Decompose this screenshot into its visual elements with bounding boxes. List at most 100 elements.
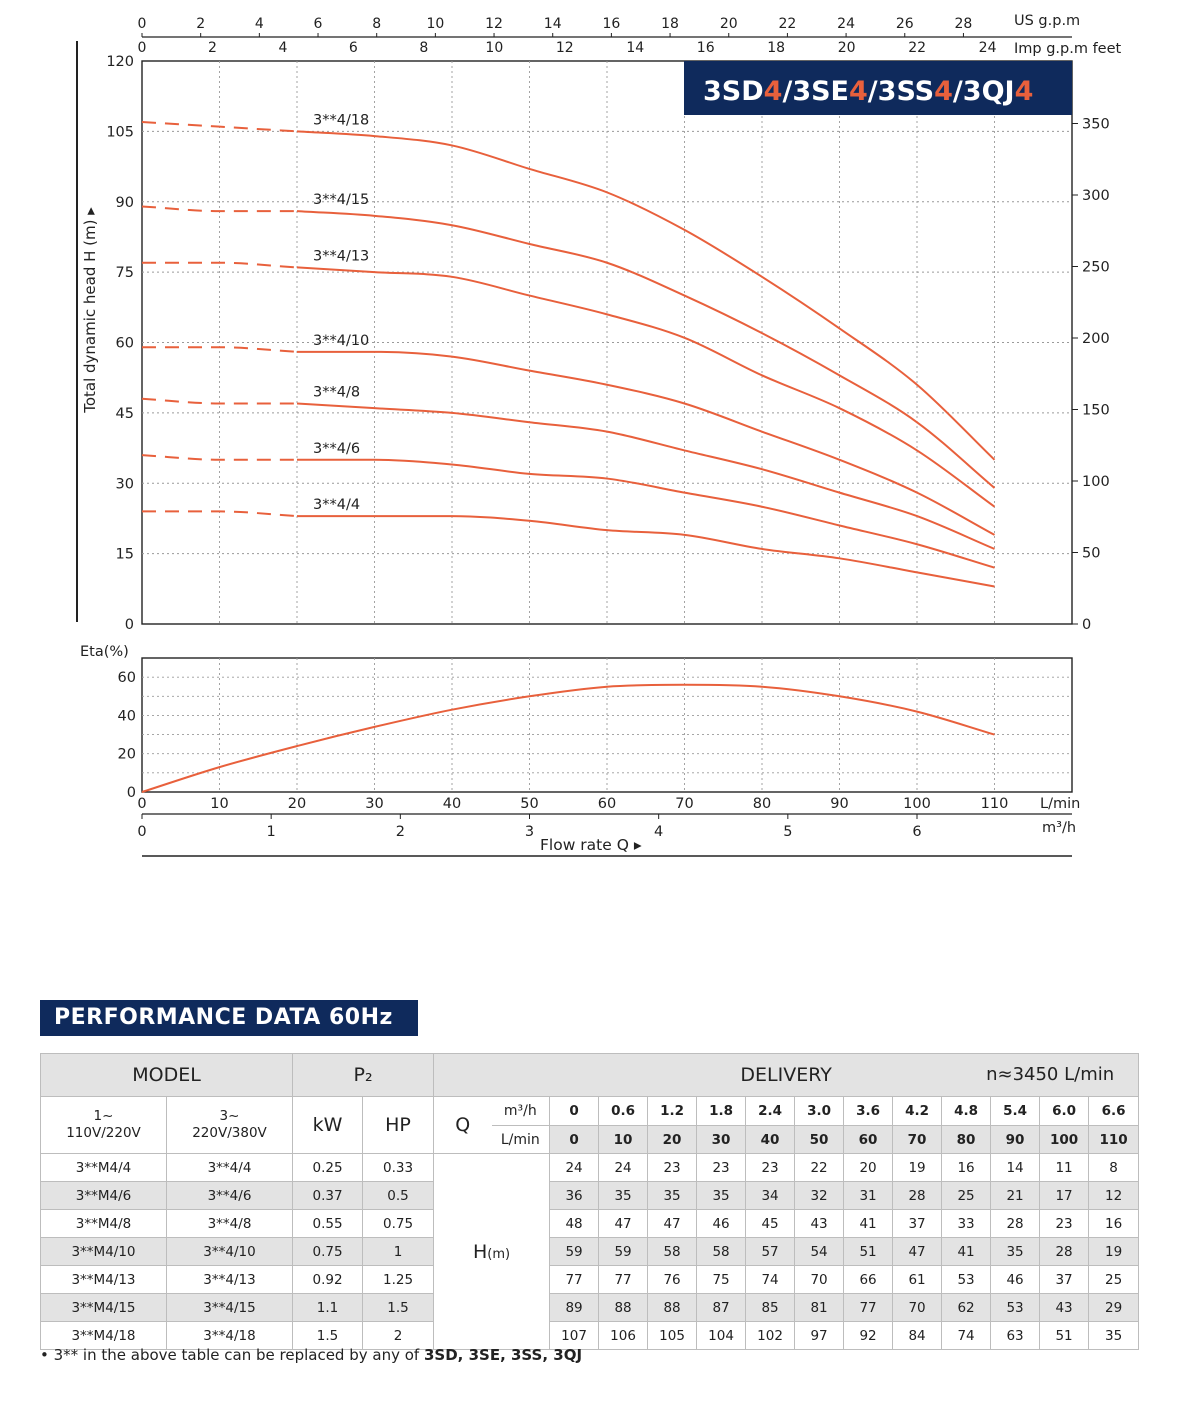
head-curve [297, 350, 995, 536]
lmin-tick-label: 10 [210, 796, 228, 812]
m3h-value: 1.8 [696, 1096, 747, 1126]
eta-tick-label: 20 [118, 747, 136, 763]
head-cell: 35 [647, 1181, 698, 1210]
model-3phase-cell: 3**4/15 [165, 1293, 294, 1322]
model-3phase-cell: 3**4/13 [165, 1265, 294, 1294]
model-1phase-cell: 3**M4/4 [40, 1153, 167, 1182]
lmin-tick-label: 80 [753, 796, 771, 812]
head-cell: 51 [843, 1237, 894, 1266]
head-cell: 74 [941, 1321, 992, 1350]
head-cell: 35 [598, 1181, 649, 1210]
us-gpm-tick-label: 10 [426, 16, 444, 32]
head-axis-label: Total dynamic head H (m) ▸ [81, 207, 99, 414]
footnote-prefix: • 3** in the above table can be replaced… [40, 1346, 424, 1364]
head-cell: 36 [549, 1181, 600, 1210]
chart-title: 3SD4/3SE4/3SS4/3QJ4 [703, 76, 1033, 107]
hp-cell: 2 [362, 1321, 435, 1350]
hp-cell: 0.75 [362, 1209, 435, 1238]
kw-cell: 0.37 [292, 1181, 364, 1210]
head-cell: 62 [941, 1293, 992, 1322]
kw-cell: 0.75 [292, 1237, 364, 1266]
curve-label: 3**4/6 [313, 441, 360, 457]
lmin-value: 80 [941, 1125, 992, 1154]
m3h-tick-label: 5 [783, 824, 792, 840]
us-gpm-tick-label: 2 [196, 16, 205, 32]
head-cell: 47 [647, 1209, 698, 1238]
performance-table: MODEL P₂ DELIVERY n≈3450 L/min 1~ 110V/2… [39, 1053, 1140, 1350]
m3h-tick-label: 3 [525, 824, 534, 840]
feet-tick-label: 200 [1082, 331, 1110, 347]
head-cell: 85 [745, 1293, 796, 1322]
us-gpm-tick-label: 16 [602, 16, 620, 32]
kw-header: kW [292, 1096, 364, 1154]
model-3phase-cell: 3**4/10 [165, 1237, 294, 1266]
us-gpm-tick-label: 26 [896, 16, 914, 32]
curve-label: 3**4/4 [313, 497, 360, 513]
delivery-label: DELIVERY [740, 1064, 832, 1086]
head-cell: 23 [1039, 1209, 1090, 1238]
head-tick-label: 45 [116, 406, 134, 422]
table-row: 3**M4/15 3**4/15 1.1 1.5 89 88 88 87 85 81 77 70 62 5… [40, 1293, 1140, 1322]
head-cell: 51 [1039, 1321, 1090, 1350]
model-3phase-cell: 3**4/8 [165, 1209, 294, 1238]
q-header: Q [433, 1096, 492, 1154]
head-cell: 53 [990, 1293, 1041, 1322]
h-label-cell: H(m) [433, 1153, 551, 1350]
model-3phase-cell: 3**4/6 [165, 1181, 294, 1210]
head-cell: 74 [745, 1265, 796, 1294]
head-cell: 33 [941, 1209, 992, 1238]
head-tick-label: 105 [106, 124, 134, 140]
imp-gpm-tick-label: 22 [908, 40, 926, 56]
head-cell: 46 [990, 1265, 1041, 1294]
imp-gpm-tick-label: 2 [208, 40, 217, 56]
curve-label: 3**4/13 [313, 248, 369, 264]
head-cell: 66 [843, 1265, 894, 1294]
head-cell: 77 [549, 1265, 600, 1294]
eta-tick-label: 60 [118, 670, 136, 686]
curve-label: 3**4/18 [313, 112, 369, 128]
head-cell: 107 [549, 1321, 600, 1350]
m3h-value: 4.8 [941, 1096, 992, 1126]
us-gpm-tick-label: 4 [255, 16, 264, 32]
us-gpm-tick-label: 12 [485, 16, 503, 32]
title-model-text: /3QJ [953, 76, 1015, 107]
head-cell: 84 [892, 1321, 943, 1350]
m3h-value: 4.2 [892, 1096, 943, 1126]
hp-header: HP [362, 1096, 435, 1154]
head-curve [296, 266, 996, 508]
lmin-tick-label: 110 [981, 796, 1009, 812]
lmin-unit-label: L/min [1040, 796, 1080, 812]
head-tick-label: 120 [106, 54, 134, 70]
imp-gpm-tick-label: 12 [556, 40, 574, 56]
m3h-unit-label: m³/h [1042, 820, 1076, 836]
head-curve [296, 130, 996, 461]
lmin-tick-label: 100 [903, 796, 931, 812]
us-gpm-tick-label: 18 [661, 16, 679, 32]
m3h-tick-label: 6 [912, 824, 921, 840]
head-cell: 37 [892, 1209, 943, 1238]
kw-cell: 0.92 [292, 1265, 364, 1294]
imp-gpm-tick-label: 0 [138, 40, 147, 56]
imp-gpm-tick-label: 24 [979, 40, 997, 56]
kw-cell: 1.5 [292, 1321, 364, 1350]
head-cell: 14 [990, 1153, 1041, 1182]
head-cell: 24 [598, 1153, 649, 1182]
head-cell: 21 [990, 1181, 1041, 1210]
head-cell: 48 [549, 1209, 600, 1238]
head-cell: 104 [696, 1321, 747, 1350]
table-row: 3**M4/18 3**4/18 1.5 2 107 106 105 104 102 97 92 84… [40, 1321, 1140, 1350]
head-cell: 76 [647, 1265, 698, 1294]
m3h-value: 3.6 [843, 1096, 894, 1126]
head-cell: 63 [990, 1321, 1041, 1350]
head-cell: 31 [843, 1181, 894, 1210]
imp-gpm-tick-label: 8 [419, 40, 428, 56]
head-cell: 47 [892, 1237, 943, 1266]
head-cell: 58 [647, 1237, 698, 1266]
curve-dashed-segment [141, 205, 297, 213]
lmin-tick-label: 20 [288, 796, 306, 812]
us-gpm-tick-label: 22 [778, 16, 796, 32]
feet-tick-label: 50 [1082, 545, 1100, 561]
eta-axis-label: Eta(%) [80, 644, 129, 660]
m3h-value: 2.4 [745, 1096, 796, 1126]
model-1phase-cell: 3**M4/6 [40, 1181, 167, 1210]
